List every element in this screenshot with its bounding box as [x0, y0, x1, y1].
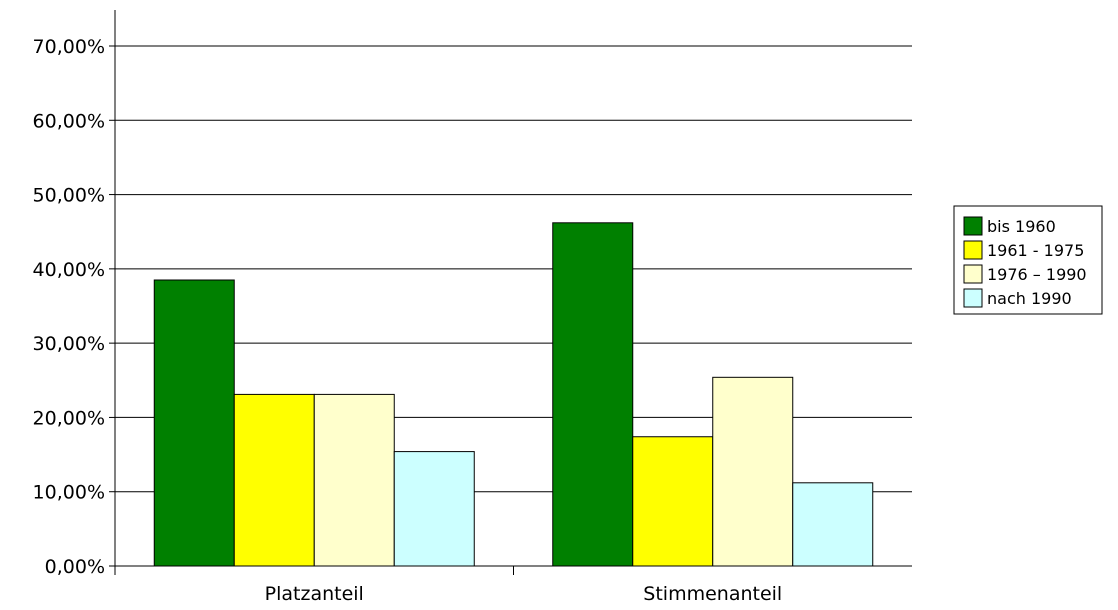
y-tick-label: 20,00%: [33, 407, 105, 429]
y-tick-label: 60,00%: [33, 110, 105, 132]
bar[interactable]: [313, 393, 395, 567]
x-category-label: Platzanteil: [265, 583, 364, 605]
legend-label: 1976 – 1990: [987, 265, 1087, 284]
y-tick-label: 40,00%: [33, 259, 105, 281]
bar[interactable]: [552, 222, 634, 567]
legend-swatch: [963, 288, 983, 308]
y-tick-label: 50,00%: [33, 185, 105, 207]
y-tick-label: 30,00%: [33, 333, 105, 355]
bar[interactable]: [712, 376, 794, 567]
bars: [153, 222, 874, 567]
bar[interactable]: [792, 482, 874, 567]
legend-swatch: [963, 216, 983, 236]
axes: [109, 10, 912, 575]
legend-swatch: [963, 240, 983, 260]
axis-labels: 0,00% 10,00% 20,00% 30,00% 40,00% 50,00% 60,00…: [33, 36, 783, 605]
legend[interactable]: bis 1960 1961 - 1975 1976 – 1990 nach 1990: [953, 205, 1103, 315]
bar[interactable]: [153, 279, 235, 567]
bar[interactable]: [632, 436, 714, 567]
x-category-label: Stimmenanteil: [643, 583, 782, 605]
legend-label: bis 1960: [987, 217, 1056, 236]
y-tick-label: 0,00%: [45, 556, 105, 578]
bar[interactable]: [233, 393, 315, 567]
y-tick-label: 10,00%: [33, 482, 105, 504]
legend-swatch: [963, 264, 983, 284]
y-tick-label: 70,00%: [33, 36, 105, 58]
legend-label: nach 1990: [987, 289, 1072, 308]
bar[interactable]: [393, 451, 475, 567]
legend-label: 1961 - 1975: [987, 241, 1084, 260]
